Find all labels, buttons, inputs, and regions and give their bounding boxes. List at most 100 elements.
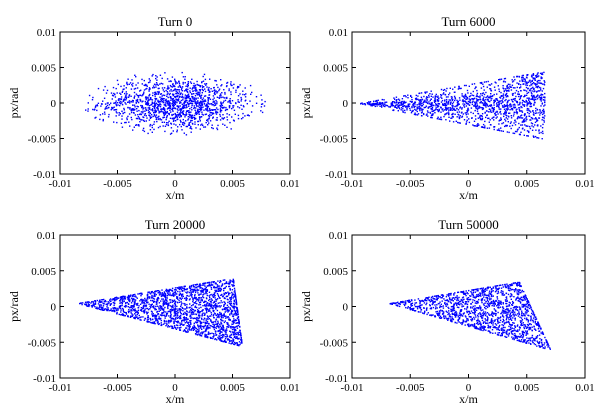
scatter-point: [108, 113, 110, 116]
scatter-point: [184, 98, 186, 100]
scatter-point: [419, 99, 422, 101]
scatter-point: [436, 109, 439, 111]
scatter-point: [172, 305, 174, 307]
scatter-point: [194, 295, 196, 297]
scatter-point: [183, 288, 186, 291]
scatter-point: [168, 101, 170, 103]
scatter-point: [94, 108, 96, 110]
scatter-point: [141, 101, 143, 103]
scatter-point: [222, 118, 224, 120]
scatter-point: [215, 90, 217, 92]
scatter-point: [240, 334, 242, 336]
scatter-point: [228, 300, 231, 303]
scatter-point: [165, 105, 167, 107]
scatter-point: [539, 98, 542, 100]
scatter-point: [235, 333, 238, 336]
x-tick-label: 0.005: [514, 178, 539, 190]
scatter-point: [181, 87, 183, 89]
scatter-point: [205, 108, 207, 110]
scatter-point: [220, 79, 222, 81]
scatter-point: [474, 102, 476, 105]
scatter-point: [168, 104, 170, 106]
scatter-point: [232, 315, 235, 318]
scatter-point: [183, 320, 185, 322]
scatter-point: [130, 294, 132, 296]
scatter-point: [232, 307, 235, 309]
scatter-point: [506, 102, 508, 104]
scatter-point: [495, 98, 497, 100]
scatter-point: [210, 112, 212, 114]
scatter-point: [160, 295, 163, 298]
scatter-point: [489, 96, 491, 98]
scatter-point: [152, 315, 154, 318]
scatter-point: [144, 84, 146, 87]
scatter-point: [214, 321, 217, 323]
scatter-point: [183, 324, 185, 326]
scatter-point: [193, 324, 195, 326]
scatter-point: [541, 138, 543, 140]
scatter-point: [220, 328, 223, 330]
scatter-point: [114, 310, 116, 313]
scatter-point: [454, 113, 456, 115]
scatter-point: [137, 124, 139, 126]
scatter-point: [144, 300, 146, 302]
scatter-point: [205, 121, 207, 124]
scatter-point: [215, 314, 217, 316]
scatter-point: [153, 83, 156, 85]
scatter-point: [126, 118, 128, 121]
scatter-point: [198, 289, 200, 291]
scatter-point: [371, 103, 373, 105]
scatter-point: [543, 80, 545, 82]
scatter-point: [219, 108, 222, 110]
scatter-point: [224, 330, 226, 332]
scatter-point: [535, 83, 537, 85]
scatter-point: [171, 99, 174, 101]
scatter-point: [165, 122, 168, 124]
scatter-point: [174, 303, 176, 305]
scatter-point: [523, 134, 525, 136]
scatter-point: [237, 114, 240, 117]
scatter-point: [230, 298, 232, 301]
scatter-point: [223, 89, 225, 91]
scatter-point: [443, 92, 445, 94]
scatter-point: [228, 114, 231, 116]
scatter-point: [171, 98, 173, 100]
scatter-point: [445, 107, 447, 109]
scatter-point: [225, 295, 228, 298]
scatter-point: [534, 112, 537, 114]
scatter-point: [465, 95, 467, 97]
scatter-point: [159, 125, 161, 128]
scatter-point: [459, 87, 461, 90]
scatter-point: [235, 102, 237, 105]
scatter-point: [244, 115, 246, 117]
scatter-point: [461, 108, 463, 110]
scatter-point: [119, 92, 121, 94]
scatter-point: [486, 103, 488, 106]
scatter-point: [104, 113, 106, 115]
scatter-point: [137, 293, 139, 295]
scatter-point: [452, 116, 454, 118]
scatter-point: [427, 111, 429, 114]
scatter-point: [132, 104, 134, 106]
scatter-point: [168, 304, 170, 307]
scatter-point: [127, 101, 129, 103]
scatter-point: [151, 295, 153, 298]
scatter-point: [196, 331, 198, 333]
scatter-point: [238, 320, 240, 322]
scatter-point: [518, 83, 520, 85]
scatter-point: [534, 83, 537, 85]
scatter-point: [391, 104, 393, 107]
scatter-point: [137, 116, 140, 118]
scatter-point: [184, 104, 186, 106]
scatter-point: [224, 292, 227, 294]
scatter-point: [383, 99, 385, 101]
scatter-point: [237, 311, 239, 313]
scatter-point: [232, 323, 234, 325]
scatter-point: [500, 113, 502, 115]
scatter-point: [192, 299, 194, 301]
scatter-point: [175, 313, 177, 315]
scatter-point: [240, 104, 242, 106]
scatter-point: [104, 85, 106, 88]
scatter-point: [219, 332, 221, 335]
scatter-point: [435, 95, 437, 98]
